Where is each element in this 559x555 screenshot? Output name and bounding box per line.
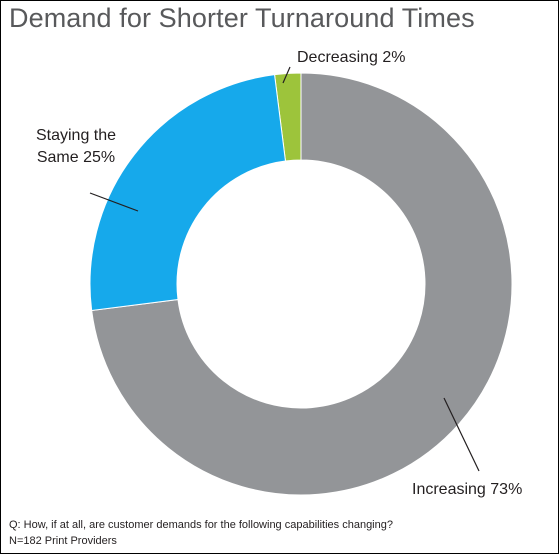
leader-line-decreasing (282, 66, 291, 84)
leader-lines (89, 66, 480, 472)
slice-label-staying-line1: Staying the (36, 127, 116, 144)
slice-staying-the-same (89, 74, 287, 312)
footnote-sample: N=182 Print Providers (9, 535, 117, 547)
slice-label-decreasing: Decreasing 2% (297, 49, 406, 66)
leader-line-staying (89, 192, 139, 212)
slice-label-staying-line2: Same 25% (37, 149, 115, 166)
slice-increasing (91, 72, 513, 496)
slice-label-increasing: Increasing 73% (412, 481, 522, 498)
leader-line-increasing (443, 397, 480, 472)
footnote-question: Q: How, if at all, are customer demands … (9, 519, 393, 531)
donut-slices (89, 72, 513, 496)
chart-title: Demand for Shorter Turnaround Times (9, 3, 475, 33)
